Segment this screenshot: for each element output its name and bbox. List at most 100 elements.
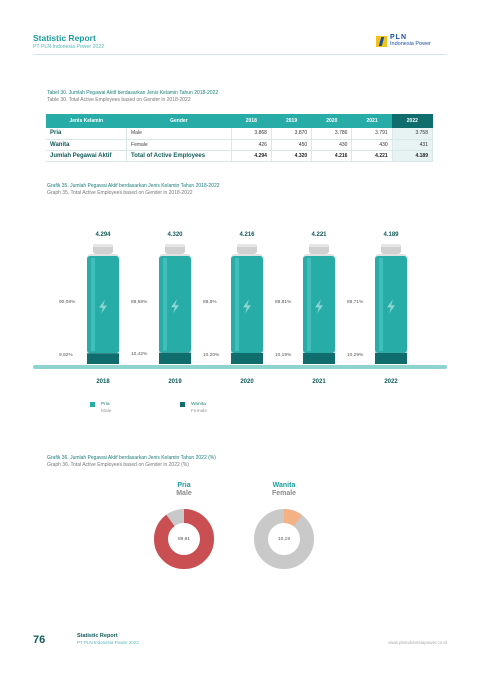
bar-female [159, 352, 191, 364]
donut-value-slice [254, 509, 314, 569]
lightning-bolt-icon [243, 299, 251, 314]
report-title: Statistic Report [33, 33, 96, 43]
cell-value: 4.221 [351, 150, 393, 162]
cell-value: 426 [231, 139, 272, 151]
male-pct-label: 89,58% [131, 299, 148, 305]
row-label-id: Pria [46, 128, 128, 140]
cell-value: 3.791 [351, 128, 393, 140]
table-header-row: Jenis Kelamin Gender 2018 2019 2020 2021… [46, 114, 433, 128]
lightning-bolt-icon [387, 299, 395, 314]
x-tick-label: 2019 [168, 379, 182, 385]
donut-female-title: Wanita [272, 482, 296, 489]
employees-table: Jenis Kelamin Gender 2018 2019 2020 2021… [46, 114, 434, 162]
report-subtitle: PT PLN Indonesia Power 2022 [33, 44, 105, 50]
lightning-logo-icon [376, 35, 387, 47]
row-label-id: Jumlah Pegawai Aktif [46, 150, 128, 162]
legend-male-en: Male [101, 409, 112, 414]
bar-female [303, 352, 335, 364]
row-label-id: Wanita [46, 139, 128, 151]
cell-value: 430 [351, 139, 393, 151]
chart-baseline [33, 365, 447, 369]
legend-female-id: Wanita [191, 402, 206, 407]
row-label-en: Total of Active Employees [126, 150, 232, 162]
logo-line2: Indonesia Power [390, 41, 431, 47]
bar-male-highlight [307, 258, 311, 351]
graph35-caption-id: Grafik 35. Jumlah Pegawai Aktif berdasar… [47, 183, 220, 189]
donut-female-chart [254, 509, 314, 569]
legend-female: Wanita Female [180, 401, 207, 415]
x-tick-label: 2020 [240, 379, 254, 385]
x-tick-label: 2018 [96, 379, 110, 385]
cell-value: 4.189 [392, 150, 434, 162]
donut-male-value: 89,81 [177, 537, 190, 542]
col-year: 2022 [392, 114, 433, 128]
footer-title: Statistic Report [77, 633, 118, 639]
battery-chart-svg [33, 244, 447, 369]
donut-hole [273, 528, 295, 550]
lightning-bolt-icon [315, 299, 323, 314]
legend-female-swatch [180, 402, 185, 407]
x-tick-label: 2022 [384, 379, 398, 385]
row-label-en: Female [126, 139, 232, 151]
donut-male-subtitle: Male [176, 490, 192, 497]
col-year: 2021 [351, 114, 393, 128]
x-tick-label: 2021 [312, 379, 326, 385]
cell-value: 431 [392, 139, 434, 151]
female-pct-label: 10,19% [275, 352, 292, 358]
bar-total-label: 4.189 [383, 232, 399, 238]
col-year: 2018 [231, 114, 272, 128]
cell-value: 3.758 [392, 128, 434, 140]
bar-male-highlight [379, 258, 383, 351]
cell-value: 450 [271, 139, 313, 151]
table-row: Wanita Female 426 450 430 430 431 [46, 139, 434, 151]
male-pct-label: 89,81% [275, 299, 292, 305]
female-pct-label: 10,20% [203, 352, 220, 358]
bar-male-highlight [163, 258, 167, 351]
table-caption-en: Table 30. Total Active Employees based o… [47, 97, 191, 103]
header-divider [33, 54, 447, 55]
female-pct-label: 9,92% [59, 352, 73, 358]
donut-male-title: Pria [177, 482, 191, 489]
bar-female [375, 352, 407, 364]
bar-female [87, 353, 119, 364]
cell-value: 4.320 [271, 150, 313, 162]
graph36-caption-en: Graph 36. Total Active Employees based o… [47, 462, 189, 468]
lightning-bolt-icon [171, 299, 179, 314]
bar-total-label: 4.216 [239, 232, 255, 238]
bar-male-highlight [235, 258, 239, 351]
donut-value-slice [154, 509, 214, 569]
female-pct-label: 10,42% [131, 352, 148, 358]
cell-value: 3.870 [271, 128, 313, 140]
battery-cap-shine [309, 244, 329, 247]
male-pct-label: 89,8% [203, 299, 217, 305]
footer-subtitle: PT PLN Indonesia Power 2022 [77, 640, 139, 645]
bar-total-label: 4.294 [95, 232, 111, 238]
female-pct-label: 10,29% [347, 352, 364, 358]
cell-value: 3.786 [311, 128, 353, 140]
col-gender-en: Gender [126, 114, 232, 128]
cell-value: 4.294 [231, 150, 272, 162]
legend-female-en: Female [191, 409, 207, 414]
cell-value: 4.216 [311, 150, 353, 162]
lightning-bolt-icon [99, 299, 107, 314]
legend-male-swatch [90, 402, 95, 407]
table-row-total: Jumlah Pegawai Aktif Total of Active Emp… [46, 150, 434, 162]
footer-url[interactable]: www.plnindonesiapower.co.id [388, 640, 447, 645]
col-year: 2019 [271, 114, 312, 128]
cell-value: 430 [311, 139, 353, 151]
page-number: 76 [33, 634, 46, 646]
battery-cap-shine [381, 244, 401, 247]
battery-cap-shine [237, 244, 257, 247]
table-caption-id: Tabel 30. Jumlah Pegawai Aktif berdasark… [47, 90, 219, 96]
pln-logo: PLN Indonesia Power [376, 34, 431, 48]
donut-male-chart [154, 509, 214, 569]
col-gender-id: Jenis Kelamin [46, 114, 127, 128]
donut-female-heading: Wanita Female [254, 482, 314, 498]
bar-female [231, 352, 263, 364]
graph36-caption-id: Grafik 36. Jumlah Pegawai Aktif berdasar… [47, 455, 216, 461]
col-year: 2020 [311, 114, 352, 128]
table-row: Pria Male 3.868 3.870 3.786 3.791 3.758 [46, 128, 434, 140]
donut-hole [173, 528, 195, 550]
row-label-en: Male [126, 128, 232, 140]
bar-male-highlight [91, 258, 95, 352]
